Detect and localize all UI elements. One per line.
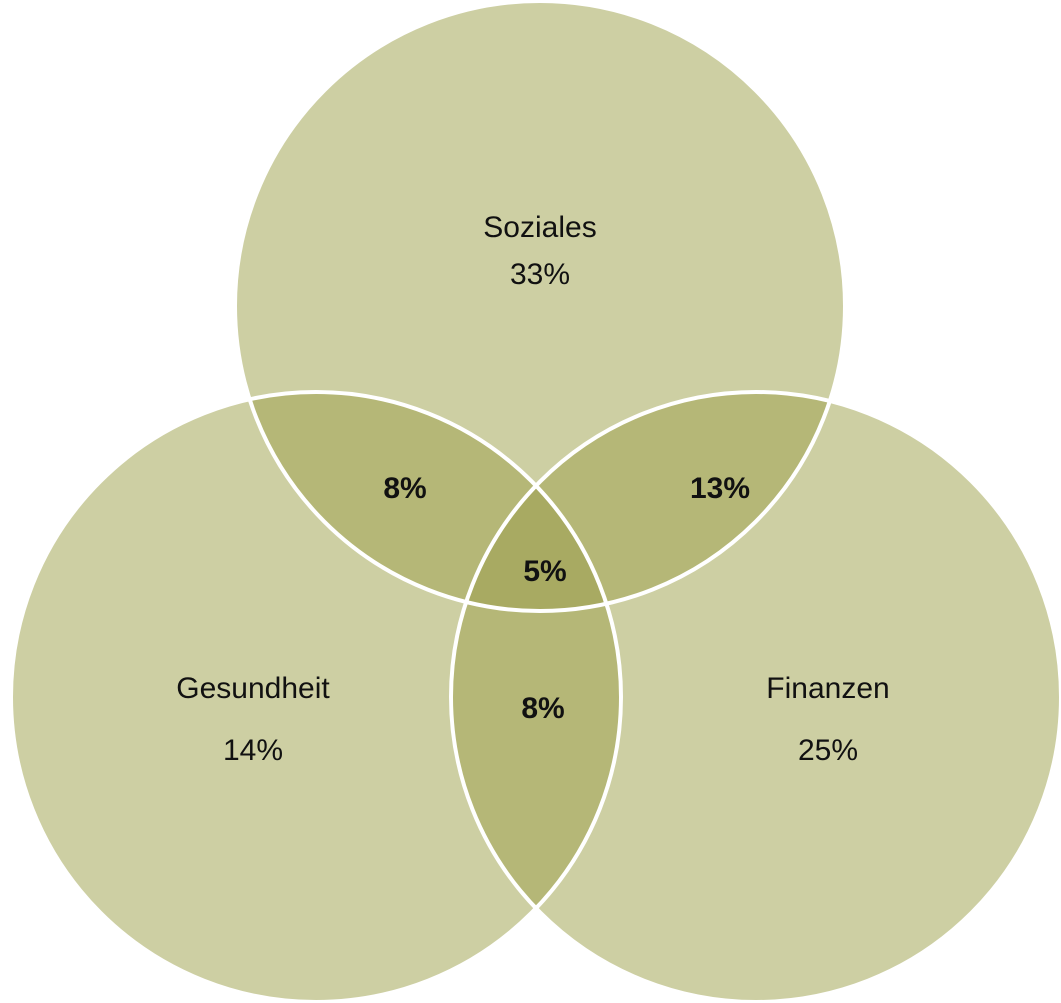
set-label: Finanzen — [766, 672, 889, 705]
set-label: Gesundheit — [176, 672, 330, 705]
overlap-share: 13% — [690, 472, 750, 505]
overlap — [235, 392, 621, 611]
circle-outline — [9, 390, 623, 1003]
set-share: 25% — [798, 734, 858, 767]
overlap-share: 8% — [383, 472, 426, 505]
set-share: 14% — [223, 734, 283, 767]
overlap — [451, 392, 845, 611]
overlap-share: 5% — [523, 555, 566, 588]
set-label: Soziales — [483, 211, 596, 244]
overlap-share: 8% — [521, 692, 564, 725]
circle-outline — [233, 0, 847, 613]
circle-outline — [449, 390, 1061, 1003]
set-share: 33% — [510, 258, 570, 291]
